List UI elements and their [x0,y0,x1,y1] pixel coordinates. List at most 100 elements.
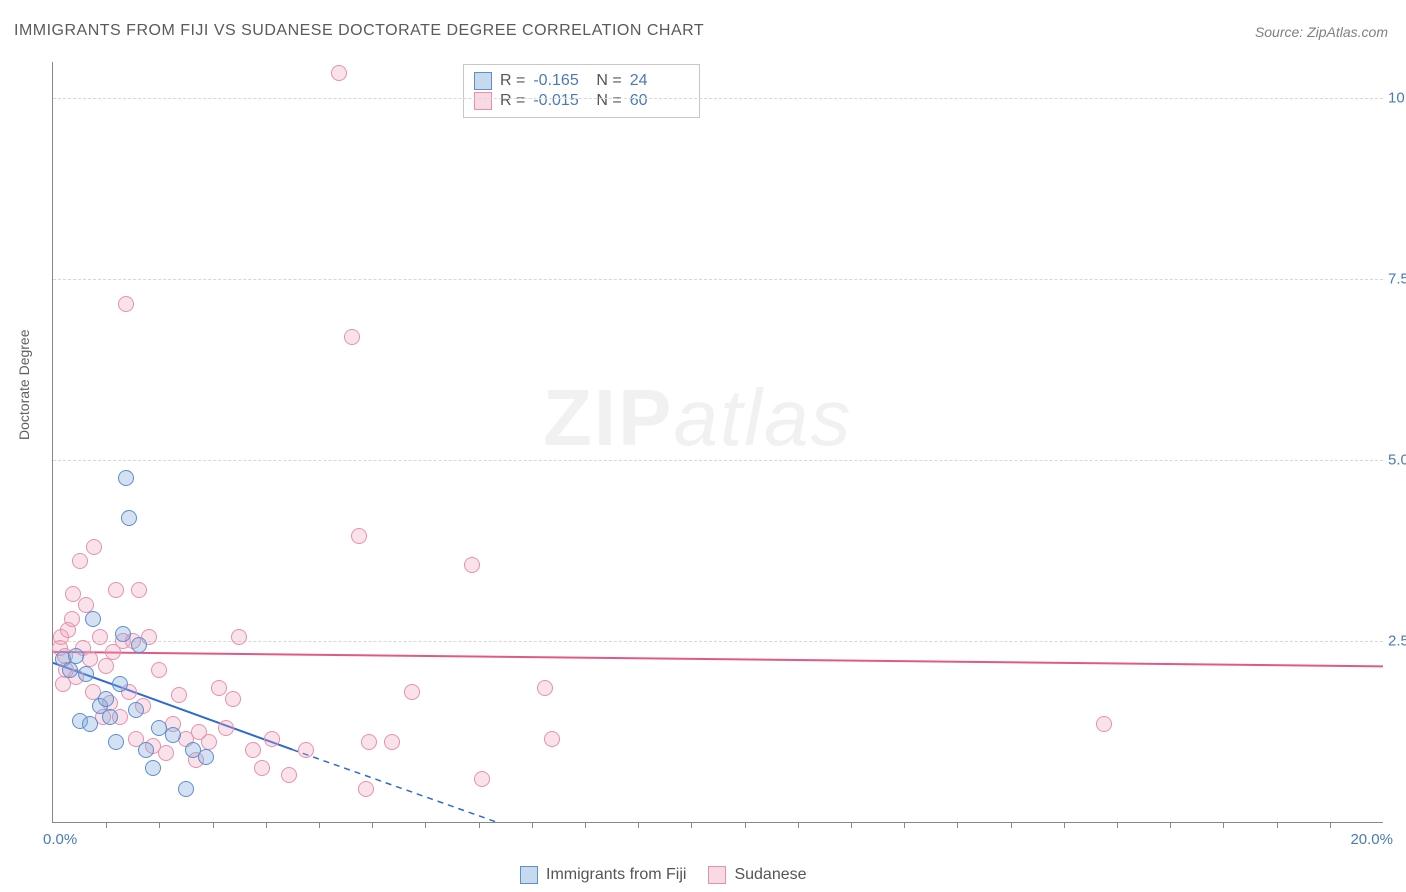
x-tick [319,822,320,828]
x-tick [266,822,267,828]
data-point-sudanese [225,691,241,707]
y-tick-label: 2.5% [1388,633,1406,650]
x-tick [532,822,533,828]
data-point-fiji [78,666,94,682]
x-tick [904,822,905,828]
x-tick [1170,822,1171,828]
data-point-sudanese [131,582,147,598]
r-label: R = [500,72,525,90]
y-tick-label: 5.0% [1388,452,1406,469]
data-point-sudanese [264,731,280,747]
data-point-fiji [85,611,101,627]
trend-line [292,750,598,822]
n-label: N = [596,72,621,90]
y-tick-label: 10.0% [1388,90,1406,107]
x-tick [159,822,160,828]
x-axis-min-label: 0.0% [43,831,77,848]
x-axis-max-label: 20.0% [1350,831,1393,848]
n-value-fiji: 24 [630,72,685,90]
data-point-fiji [178,781,194,797]
n-value-sudanese: 60 [630,92,685,110]
legend-row-sudanese: R = -0.015 N = 60 [474,91,685,111]
watermark: ZIPatlas [543,372,852,464]
scatter-plot-area: ZIPatlas R = -0.165 N = 24 R = -0.015 N … [52,62,1383,823]
r-value-sudanese: -0.015 [533,92,588,110]
legend-label-sudanese: Sudanese [734,866,806,884]
trend-lines-layer [53,62,1383,822]
x-tick [1117,822,1118,828]
data-point-sudanese [361,734,377,750]
gridline-horizontal [53,279,1383,280]
data-point-fiji [198,749,214,765]
data-point-sudanese [151,662,167,678]
data-point-sudanese [404,684,420,700]
r-label: R = [500,92,525,110]
series-legend: Immigrants from Fiji Sudanese [520,866,807,884]
data-point-sudanese [108,582,124,598]
trend-line [53,652,1383,666]
data-point-sudanese [331,65,347,81]
x-tick [1064,822,1065,828]
x-tick [798,822,799,828]
data-point-fiji [115,626,131,642]
legend-swatch-blue [474,72,492,90]
x-tick [106,822,107,828]
data-point-fiji [98,691,114,707]
data-point-sudanese [344,329,360,345]
legend-item-fiji: Immigrants from Fiji [520,866,686,884]
legend-swatch-pink [474,92,492,110]
x-tick [691,822,692,828]
x-tick [372,822,373,828]
data-point-sudanese [537,680,553,696]
data-point-sudanese [1096,716,1112,732]
data-point-sudanese [72,553,88,569]
watermark-atlas: atlas [673,373,852,462]
x-tick [425,822,426,828]
gridline-horizontal [53,641,1383,642]
data-point-fiji [138,742,154,758]
data-point-fiji [108,734,124,750]
y-tick-label: 7.5% [1388,271,1406,288]
data-point-fiji [112,676,128,692]
data-point-sudanese [118,296,134,312]
chart-title: IMMIGRANTS FROM FIJI VS SUDANESE DOCTORA… [14,22,704,40]
data-point-fiji [165,727,181,743]
data-point-sudanese [351,528,367,544]
data-point-sudanese [464,557,480,573]
source-attribution: Source: ZipAtlas.com [1255,24,1388,40]
x-tick [1277,822,1278,828]
data-point-sudanese [254,760,270,776]
legend-row-fiji: R = -0.165 N = 24 [474,71,685,91]
x-tick [479,822,480,828]
legend-swatch-blue [520,866,538,884]
x-tick [745,822,746,828]
legend-item-sudanese: Sudanese [708,866,806,884]
data-point-sudanese [171,687,187,703]
x-tick [1223,822,1224,828]
x-tick [957,822,958,828]
legend-swatch-pink [708,866,726,884]
data-point-sudanese [384,734,400,750]
data-point-sudanese [55,676,71,692]
data-point-fiji [118,470,134,486]
x-tick [1330,822,1331,828]
n-label: N = [596,92,621,110]
watermark-zip: ZIP [543,373,673,462]
data-point-sudanese [544,731,560,747]
gridline-horizontal [53,98,1383,99]
data-point-sudanese [98,658,114,674]
data-point-sudanese [218,720,234,736]
data-point-sudanese [92,629,108,645]
data-point-sudanese [231,629,247,645]
data-point-sudanese [86,539,102,555]
data-point-sudanese [245,742,261,758]
data-point-sudanese [64,611,80,627]
x-tick [213,822,214,828]
data-point-fiji [145,760,161,776]
legend-label-fiji: Immigrants from Fiji [546,866,686,884]
data-point-sudanese [358,781,374,797]
data-point-sudanese [158,745,174,761]
x-tick [851,822,852,828]
data-point-sudanese [298,742,314,758]
data-point-fiji [68,648,84,664]
